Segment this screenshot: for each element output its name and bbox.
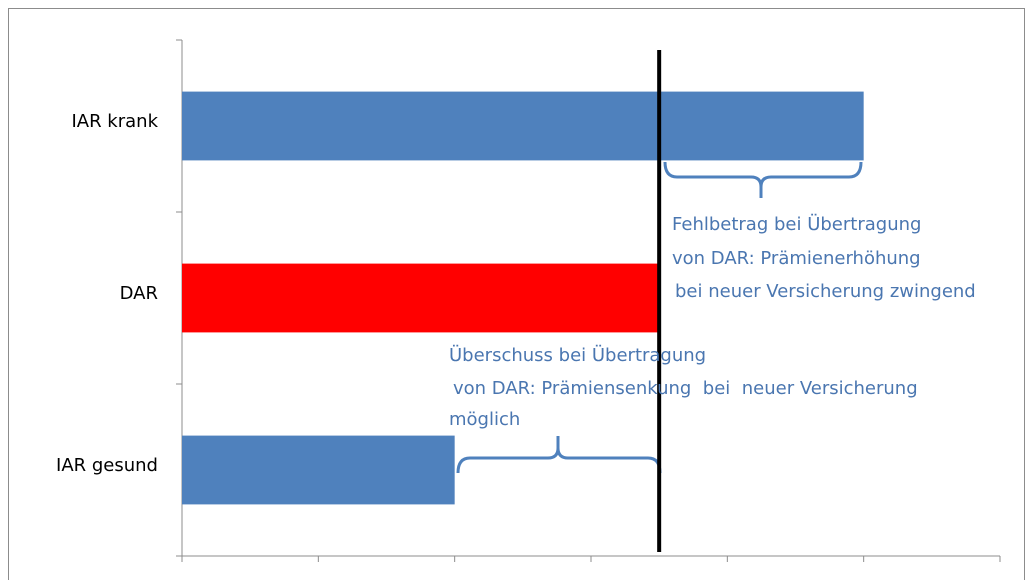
annotation: bei neuer Versicherung zwingend [675,281,976,302]
y-tick-label: DAR [120,283,158,304]
brace [456,436,662,474]
y-tick-label: IAR gesund [56,455,158,476]
bar [182,263,660,333]
y-tick-label: IAR krank [71,111,158,132]
annotation: von DAR: Prämiensenkung bei neuer Versic… [453,378,918,399]
annotation: von DAR: Prämienerhöhung [672,248,921,269]
annotation: Überschuss bei Übertragung [449,344,706,366]
brace [663,161,863,198]
bar [182,435,455,505]
bar [182,91,864,161]
annotation: möglich [449,409,520,430]
annotation: Fehlbetrag bei Übertragung [672,213,921,235]
